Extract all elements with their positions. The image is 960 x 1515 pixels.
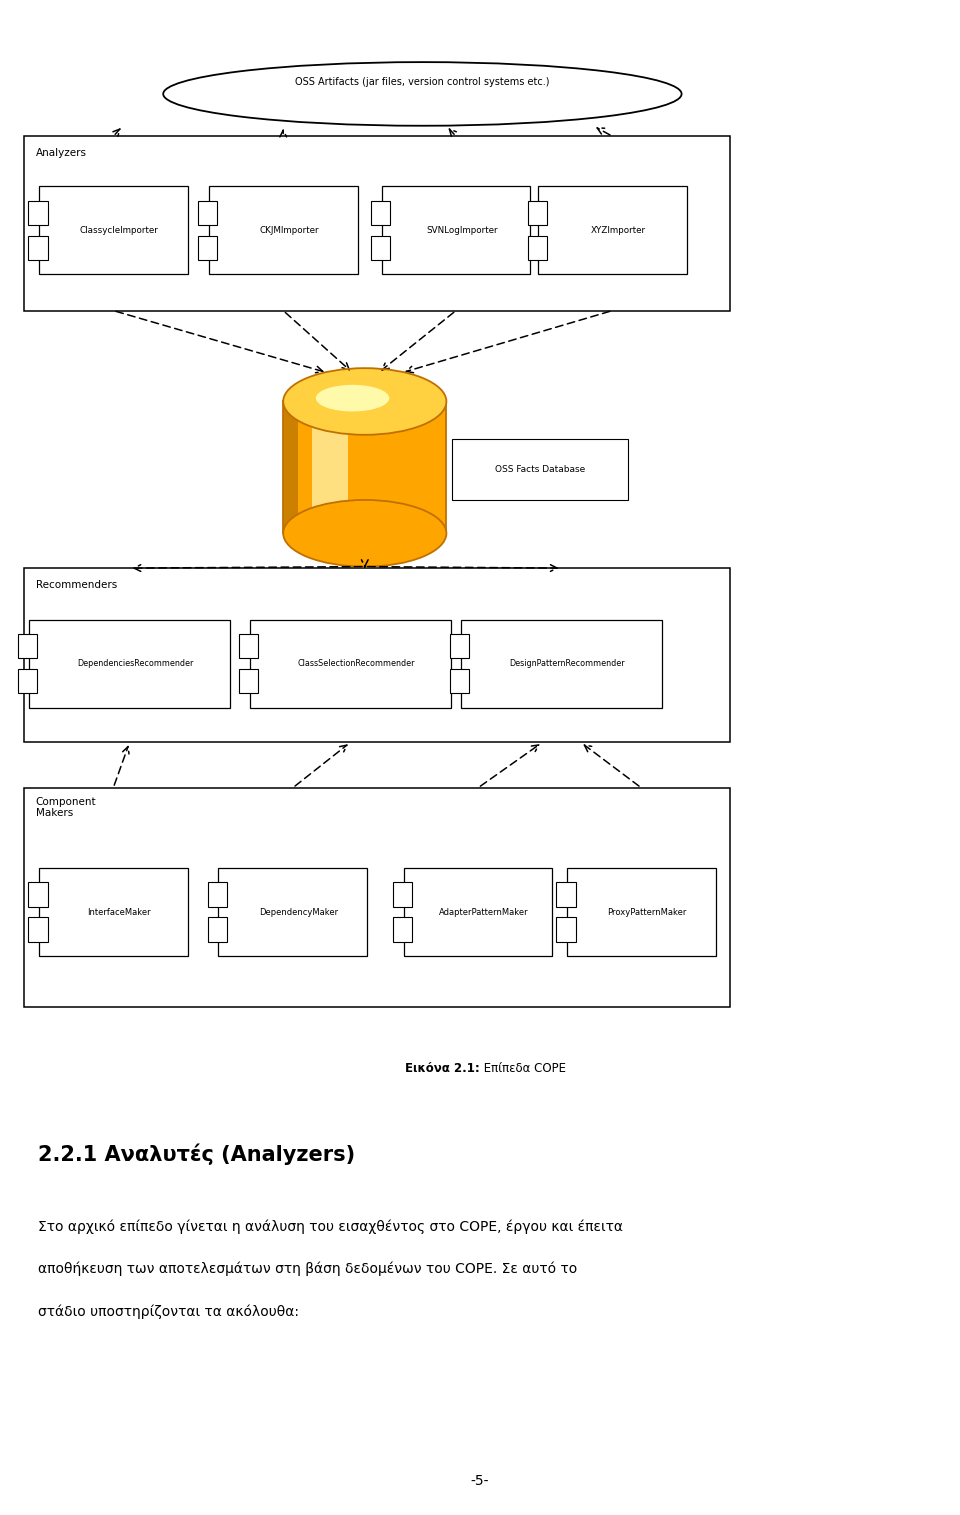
FancyBboxPatch shape bbox=[218, 868, 367, 956]
FancyBboxPatch shape bbox=[452, 439, 628, 500]
FancyBboxPatch shape bbox=[283, 401, 446, 533]
FancyBboxPatch shape bbox=[566, 868, 716, 956]
Text: ProxyPatternMaker: ProxyPatternMaker bbox=[608, 907, 686, 917]
Text: Component
Makers: Component Makers bbox=[36, 797, 96, 818]
FancyBboxPatch shape bbox=[557, 882, 575, 906]
Text: -5-: -5- bbox=[470, 1474, 490, 1488]
Ellipse shape bbox=[316, 385, 390, 412]
Text: DependenciesRecommender: DependenciesRecommender bbox=[77, 659, 194, 668]
Text: αποθήκευση των αποτελεσμάτων στη βάση δεδομένων του COPE. Σε αυτό το: αποθήκευση των αποτελεσμάτων στη βάση δε… bbox=[38, 1262, 578, 1277]
Text: Εικόνα 2.1:: Εικόνα 2.1: bbox=[405, 1062, 480, 1074]
Text: 2.2.1 Αναλυτές (Analyzers): 2.2.1 Αναλυτές (Analyzers) bbox=[38, 1144, 355, 1165]
FancyBboxPatch shape bbox=[239, 668, 258, 692]
FancyBboxPatch shape bbox=[198, 235, 217, 261]
Text: Recommenders: Recommenders bbox=[36, 580, 117, 591]
FancyBboxPatch shape bbox=[18, 633, 37, 658]
FancyBboxPatch shape bbox=[28, 235, 47, 261]
FancyBboxPatch shape bbox=[381, 186, 530, 274]
FancyBboxPatch shape bbox=[557, 917, 575, 941]
Text: XYZImporter: XYZImporter bbox=[590, 226, 646, 235]
FancyBboxPatch shape bbox=[461, 620, 662, 708]
FancyBboxPatch shape bbox=[239, 633, 258, 658]
FancyBboxPatch shape bbox=[528, 235, 547, 261]
Text: InterfaceMaker: InterfaceMaker bbox=[87, 907, 151, 917]
Text: SVNLogImporter: SVNLogImporter bbox=[426, 226, 497, 235]
Text: OSS Artifacts (jar files, version control systems etc.): OSS Artifacts (jar files, version contro… bbox=[295, 77, 550, 86]
Ellipse shape bbox=[283, 368, 446, 435]
FancyBboxPatch shape bbox=[24, 568, 730, 742]
FancyBboxPatch shape bbox=[371, 235, 390, 261]
Text: στάδιο υποστηρίζονται τα ακόλουθα:: στάδιο υποστηρίζονται τα ακόλουθα: bbox=[38, 1304, 300, 1320]
Text: CKJMImporter: CKJMImporter bbox=[259, 226, 319, 235]
FancyBboxPatch shape bbox=[394, 882, 413, 906]
Text: AdapterPatternMaker: AdapterPatternMaker bbox=[439, 907, 529, 917]
Ellipse shape bbox=[163, 62, 682, 126]
FancyBboxPatch shape bbox=[18, 668, 37, 692]
FancyBboxPatch shape bbox=[450, 668, 469, 692]
FancyBboxPatch shape bbox=[28, 917, 47, 941]
FancyBboxPatch shape bbox=[283, 401, 298, 533]
FancyBboxPatch shape bbox=[38, 868, 188, 956]
Ellipse shape bbox=[283, 500, 446, 567]
FancyBboxPatch shape bbox=[28, 201, 47, 226]
Text: OSS Facts Database: OSS Facts Database bbox=[494, 465, 586, 474]
FancyBboxPatch shape bbox=[207, 917, 227, 941]
FancyBboxPatch shape bbox=[207, 882, 227, 906]
FancyBboxPatch shape bbox=[38, 186, 188, 274]
Text: Επίπεδα COPE: Επίπεδα COPE bbox=[480, 1062, 566, 1074]
Text: Analyzers: Analyzers bbox=[36, 148, 86, 159]
FancyBboxPatch shape bbox=[312, 401, 348, 533]
FancyBboxPatch shape bbox=[28, 882, 47, 906]
Text: Στο αρχικό επίπεδο γίνεται η ανάλυση του εισαχθέντος στο COPE, έργου και έπειτα: Στο αρχικό επίπεδο γίνεται η ανάλυση του… bbox=[38, 1220, 623, 1235]
FancyBboxPatch shape bbox=[208, 186, 357, 274]
FancyBboxPatch shape bbox=[371, 201, 390, 226]
FancyBboxPatch shape bbox=[403, 868, 553, 956]
FancyBboxPatch shape bbox=[24, 136, 730, 311]
Text: ClassycleImporter: ClassycleImporter bbox=[80, 226, 158, 235]
FancyBboxPatch shape bbox=[24, 788, 730, 1007]
Text: DesignPatternRecommender: DesignPatternRecommender bbox=[510, 659, 625, 668]
FancyBboxPatch shape bbox=[450, 633, 469, 658]
Text: ClassSelectionRecommender: ClassSelectionRecommender bbox=[298, 659, 415, 668]
FancyBboxPatch shape bbox=[394, 917, 413, 941]
FancyBboxPatch shape bbox=[528, 201, 547, 226]
FancyBboxPatch shape bbox=[29, 620, 230, 708]
FancyBboxPatch shape bbox=[250, 620, 451, 708]
FancyBboxPatch shape bbox=[538, 186, 687, 274]
Text: DependencyMaker: DependencyMaker bbox=[259, 907, 338, 917]
FancyBboxPatch shape bbox=[198, 201, 217, 226]
